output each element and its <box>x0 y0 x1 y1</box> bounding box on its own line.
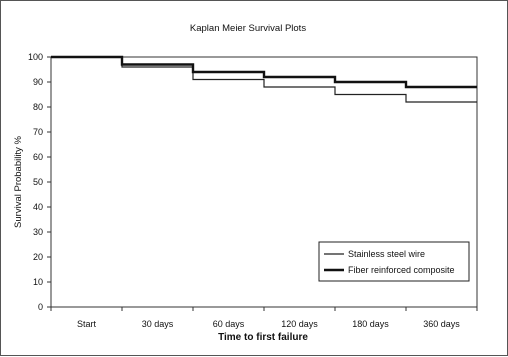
legend-label-fiber-reinforced-composite: Fiber reinforced composite <box>348 265 455 275</box>
x-tick-label-360-days: 360 days <box>423 319 460 329</box>
series-lines <box>51 55 477 103</box>
y-tick-label-30: 30 <box>33 227 43 237</box>
chart-title: Kaplan Meier Survival Plots <box>190 23 306 34</box>
y-tick-label-50: 50 <box>33 177 43 187</box>
x-tick-label-30-days: 30 days <box>142 319 174 329</box>
y-axis: 0 10 20 30 40 50 60 70 80 90 100 <box>28 52 51 312</box>
y-tick-label-10: 10 <box>33 277 43 287</box>
x-tick-label-120-days: 120 days <box>281 319 318 329</box>
y-tick-label-90: 90 <box>33 77 43 87</box>
x-axis-label: Time to first failure <box>218 332 308 343</box>
y-tick-label-40: 40 <box>33 202 43 212</box>
x-tick-label-start: Start <box>77 319 97 329</box>
x-axis: Start 30 days 60 days 120 days 180 days 360 d… <box>50 307 478 329</box>
y-tick-label-100: 100 <box>28 52 43 62</box>
legend-label-stainless-steel-wire: Stainless steel wire <box>348 249 425 259</box>
x-tick-label-60-days: 60 days <box>213 319 245 329</box>
legend: Stainless steel wire Fiber reinforced co… <box>318 241 470 282</box>
series-line-fiber-reinforced-composite <box>51 55 477 89</box>
y-tick-label-60: 60 <box>33 152 43 162</box>
y-tick-label-80: 80 <box>33 102 43 112</box>
legend-box <box>318 241 470 282</box>
x-tick-label-180-days: 180 days <box>352 319 389 329</box>
y-tick-label-70: 70 <box>33 127 43 137</box>
y-tick-label-20: 20 <box>33 252 43 262</box>
y-axis-label: Survival Probability % <box>13 136 24 228</box>
y-tick-label-0: 0 <box>38 302 43 312</box>
